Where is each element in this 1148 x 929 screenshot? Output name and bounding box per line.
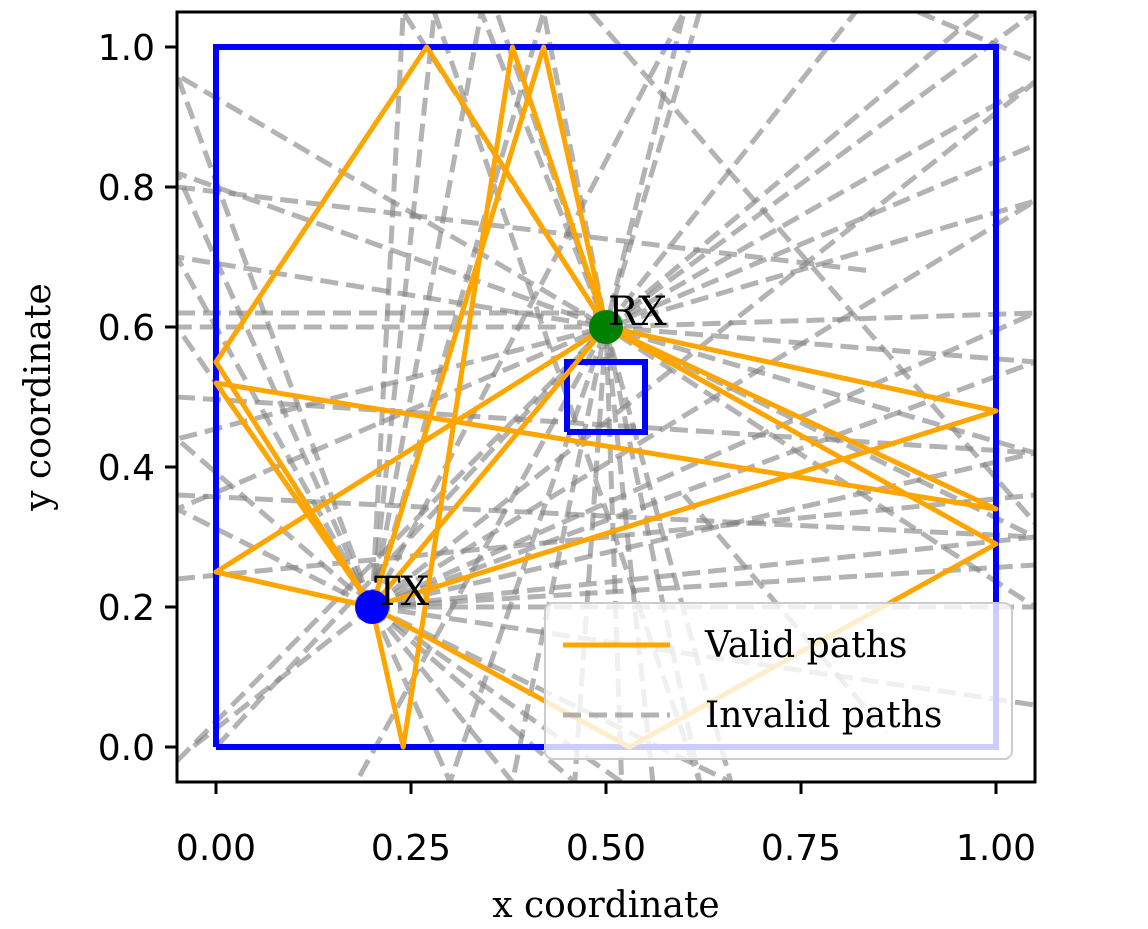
y-axis-label: y coordinate xyxy=(18,283,59,511)
tx-marker xyxy=(355,590,389,624)
inner-obstacle xyxy=(564,359,648,435)
invalid-path-34 xyxy=(603,12,702,328)
invalid-path-29 xyxy=(604,12,983,329)
invalid-path-10 xyxy=(370,198,1035,610)
legend-box xyxy=(544,602,1013,760)
invalid-path-13 xyxy=(371,324,1035,610)
valid-path-3 xyxy=(213,44,609,609)
invalid-path-39 xyxy=(177,184,872,274)
invalid-path-17 xyxy=(177,170,607,609)
y-tick-label-2: 0.4 xyxy=(98,448,155,489)
invalid-path-37 xyxy=(177,492,1035,582)
invalid-path-41 xyxy=(917,12,1035,64)
invalid-path-40 xyxy=(588,12,1035,525)
legend-invalid-label: Invalid paths xyxy=(705,695,942,736)
valid-path-4 xyxy=(369,44,609,750)
tx-label: TX xyxy=(374,569,430,615)
y-tick-label-0: 0.0 xyxy=(98,728,155,769)
x-tick-label-4: 1.00 xyxy=(956,828,1036,869)
y-ticks-group: 0.0 0.2 0.4 0.6 0.8 1.0 xyxy=(98,28,177,769)
rx-marker xyxy=(589,310,623,344)
x-tick-label-1: 0.25 xyxy=(371,828,451,869)
invalid-path-30 xyxy=(604,12,858,329)
legend-valid-label: Valid paths xyxy=(704,625,907,666)
valid-path-0 xyxy=(370,325,608,609)
invalid-path-21 xyxy=(177,324,607,610)
x-ticks-group: 0.00 0.25 0.50 0.75 1.00 xyxy=(176,782,1036,869)
invalid-path-5 xyxy=(370,326,609,782)
y-tick-label-4: 0.8 xyxy=(98,168,155,209)
markers-group: TX RX xyxy=(355,289,667,624)
invalid-path-16 xyxy=(370,79,1035,609)
invalid-path-27 xyxy=(371,562,1035,610)
invalid-path-25 xyxy=(191,605,374,749)
rx-label: RX xyxy=(608,289,667,335)
valid-path-6 xyxy=(213,324,999,609)
valid-paths-group xyxy=(213,44,999,750)
legend: Valid paths Invalid paths xyxy=(544,602,1013,760)
invalid-path-9 xyxy=(370,326,609,782)
invalid-path-0 xyxy=(369,12,609,608)
invalid-path-11 xyxy=(370,310,1035,610)
invalid-path-15 xyxy=(371,324,1035,610)
invalid-path-12 xyxy=(371,324,1035,610)
y-tick-label-1: 0.2 xyxy=(98,588,155,629)
x-tick-label-2: 0.50 xyxy=(566,828,646,869)
y-tick-label-3: 0.6 xyxy=(98,308,155,349)
invalid-path-36 xyxy=(177,492,1035,540)
valid-path-2 xyxy=(371,324,999,610)
invalid-path-6 xyxy=(369,326,609,782)
x-tick-label-0: 0.00 xyxy=(176,828,256,869)
x-tick-label-3: 0.75 xyxy=(761,828,841,869)
invalid-path-28 xyxy=(604,12,1035,330)
y-tick-label-5: 1.0 xyxy=(98,28,155,69)
invalid-path-8 xyxy=(370,326,625,782)
x-axis-label: x coordinate xyxy=(492,885,719,926)
invalid-path-23 xyxy=(177,325,608,763)
invalid-path-7 xyxy=(370,326,734,782)
invalid-path-22 xyxy=(177,72,608,608)
valid-path-1 xyxy=(213,324,608,610)
valid-path-5 xyxy=(369,44,609,608)
